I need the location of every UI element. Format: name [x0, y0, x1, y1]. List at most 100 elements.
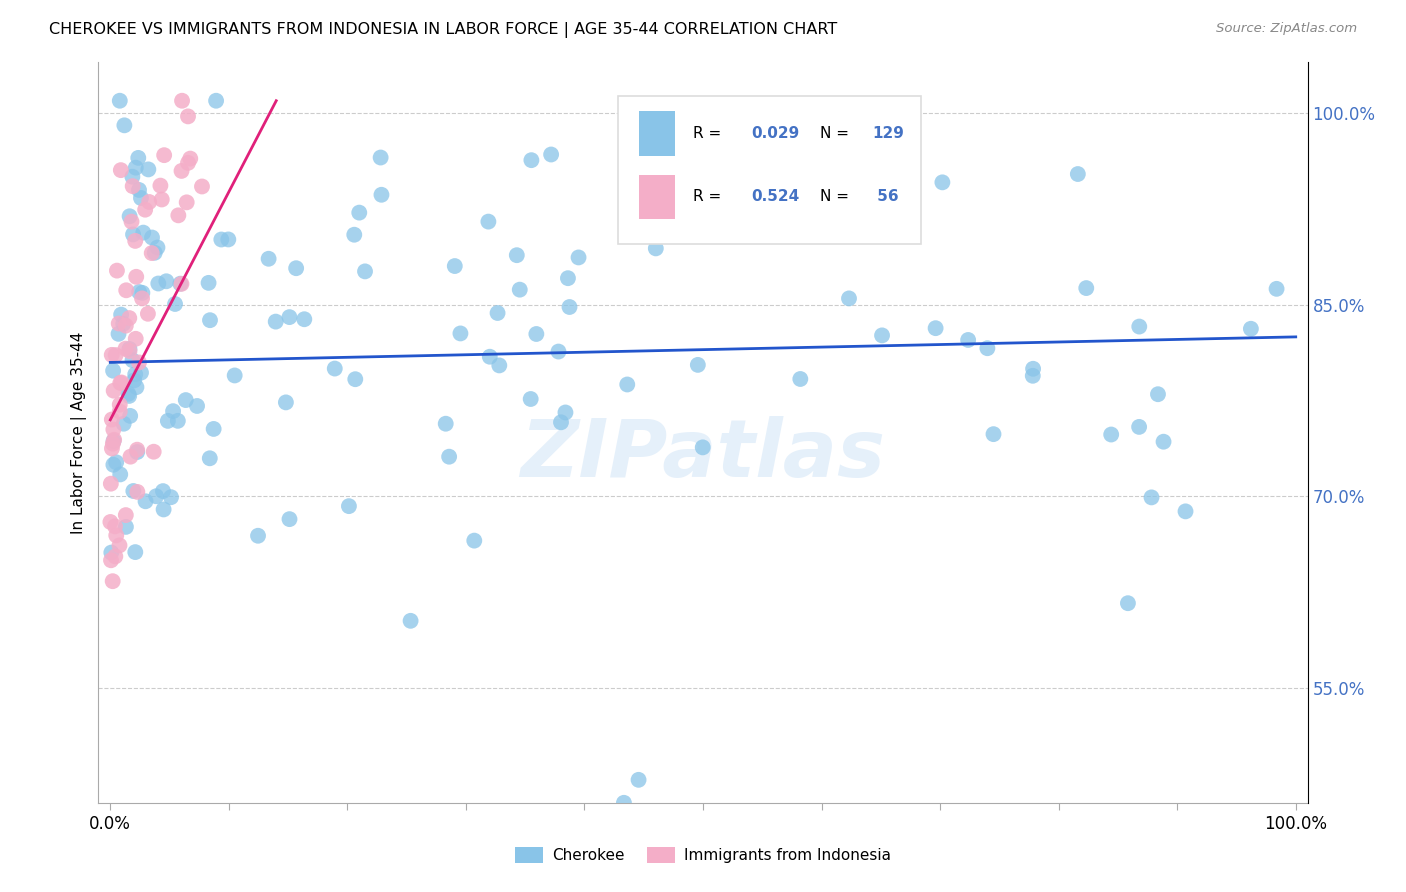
- Point: [506, 248, 529, 262]
- Point: [118, 311, 141, 326]
- Point: [627, 772, 650, 787]
- Point: [264, 315, 287, 329]
- Point: [524, 326, 547, 341]
- Point: [540, 147, 562, 161]
- Text: N =: N =: [820, 189, 855, 204]
- Point: [103, 433, 125, 447]
- Text: ZIPatlas: ZIPatlas: [520, 416, 886, 494]
- Point: [550, 415, 572, 429]
- Point: [108, 398, 131, 412]
- Point: [205, 94, 228, 108]
- Point: [156, 414, 179, 428]
- Point: [128, 355, 150, 369]
- Point: [191, 179, 214, 194]
- Point: [197, 276, 219, 290]
- Point: [343, 227, 366, 242]
- Point: [112, 317, 135, 331]
- Point: [399, 614, 422, 628]
- Point: [153, 148, 176, 162]
- Point: [118, 389, 141, 403]
- Point: [142, 444, 165, 458]
- Point: [103, 458, 125, 472]
- Point: [145, 489, 167, 503]
- Point: [101, 436, 124, 450]
- Point: [169, 277, 191, 291]
- Point: [107, 326, 129, 341]
- Point: [138, 162, 160, 177]
- Point: [1240, 322, 1263, 336]
- Point: [844, 197, 866, 211]
- Point: [370, 151, 392, 165]
- Point: [613, 796, 636, 810]
- Text: N =: N =: [820, 126, 855, 141]
- Point: [217, 232, 239, 246]
- Point: [152, 484, 174, 499]
- Point: [108, 94, 131, 108]
- Point: [167, 208, 190, 222]
- Point: [101, 364, 124, 378]
- Point: [136, 307, 159, 321]
- Point: [789, 372, 811, 386]
- Point: [349, 205, 371, 219]
- Point: [174, 393, 197, 408]
- Point: [108, 404, 131, 418]
- Point: [880, 228, 903, 243]
- Point: [170, 277, 193, 291]
- Point: [509, 283, 531, 297]
- Bar: [638, 112, 675, 156]
- Point: [121, 214, 143, 228]
- Point: [547, 344, 569, 359]
- Point: [344, 372, 367, 386]
- Point: [117, 386, 139, 401]
- Point: [103, 423, 125, 437]
- Point: [924, 321, 946, 335]
- Point: [292, 312, 315, 326]
- Legend: Cherokee, Immigrants from Indonesia: Cherokee, Immigrants from Indonesia: [509, 841, 897, 869]
- Point: [143, 245, 166, 260]
- Point: [163, 297, 186, 311]
- Point: [110, 376, 132, 390]
- Point: [120, 450, 142, 464]
- Point: [567, 251, 589, 265]
- Point: [931, 175, 953, 189]
- Point: [520, 153, 543, 168]
- Point: [134, 202, 156, 217]
- Point: [443, 259, 465, 273]
- Point: [115, 283, 138, 297]
- Point: [118, 344, 141, 359]
- Point: [108, 538, 131, 552]
- Point: [104, 549, 127, 564]
- Bar: [638, 175, 675, 219]
- Point: [118, 209, 141, 223]
- Point: [558, 300, 581, 314]
- Point: [152, 502, 174, 516]
- Point: [122, 373, 145, 387]
- Point: [125, 161, 148, 175]
- Point: [274, 395, 297, 409]
- Point: [138, 194, 160, 209]
- Point: [247, 529, 270, 543]
- Point: [177, 156, 200, 170]
- Point: [198, 451, 221, 466]
- Point: [957, 333, 980, 347]
- Point: [486, 306, 509, 320]
- Point: [125, 269, 148, 284]
- Point: [128, 183, 150, 197]
- Point: [149, 178, 172, 193]
- Point: [1147, 387, 1170, 401]
- Point: [478, 350, 501, 364]
- Point: [124, 234, 146, 248]
- Point: [112, 118, 135, 132]
- Point: [125, 380, 148, 394]
- Point: [105, 263, 128, 277]
- Point: [121, 179, 143, 194]
- Point: [170, 164, 193, 178]
- Point: [131, 292, 153, 306]
- Point: [114, 342, 136, 356]
- Point: [110, 467, 132, 482]
- Point: [1116, 596, 1139, 610]
- Point: [278, 310, 301, 325]
- Text: CHEROKEE VS IMMIGRANTS FROM INDONESIA IN LABOR FORCE | AGE 35-44 CORRELATION CHA: CHEROKEE VS IMMIGRANTS FROM INDONESIA IN…: [49, 22, 838, 38]
- Point: [519, 392, 541, 406]
- Point: [122, 227, 145, 242]
